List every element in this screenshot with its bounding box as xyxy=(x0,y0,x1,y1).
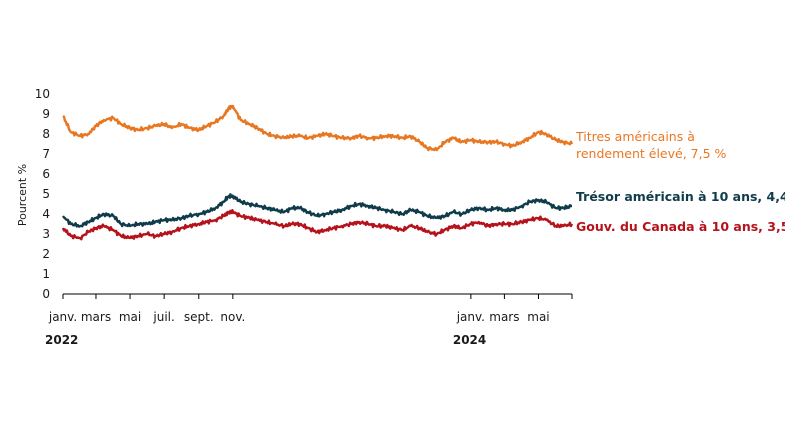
x-tick-label: mai xyxy=(119,310,141,324)
series-label: Trésor américain à 10 ans, 4,4 % xyxy=(576,189,785,204)
x-axis: janv. mars mai juil. sept. nov. janv. mars mai20… xyxy=(45,293,573,347)
y-tick-label: 2 xyxy=(42,247,50,261)
series-label: Gouv. du Canada à 10 ans, 3,5 % xyxy=(576,219,785,234)
series-label: Titres américains à xyxy=(575,129,695,144)
x-tick-label: mai xyxy=(527,310,549,324)
y-tick-label: 3 xyxy=(42,227,50,241)
y-tick-label: 8 xyxy=(42,127,50,141)
y-tick-label: 7 xyxy=(42,147,50,161)
y-axis-label: Pourcent % xyxy=(16,164,29,226)
y-tick-label: 0 xyxy=(42,287,50,301)
year-label: 2022 xyxy=(45,333,78,347)
x-tick-label: sept. xyxy=(184,310,214,324)
y-tick-label: 4 xyxy=(42,207,50,221)
x-tick-label: juil. xyxy=(152,310,174,324)
x-tick-label: mars xyxy=(489,310,519,324)
series-labels: Titres américains à rendement élevé, 7,5 … xyxy=(575,129,785,234)
series-line-1 xyxy=(62,193,573,228)
year-label: 2024 xyxy=(453,333,486,347)
series-lines xyxy=(61,104,574,241)
series-label: rendement élevé, 7,5 % xyxy=(576,146,727,161)
x-tick-label: nov. xyxy=(220,310,245,324)
x-tick-label: mars xyxy=(81,310,111,324)
x-tick-label: janv. xyxy=(48,310,77,324)
series-line-2 xyxy=(61,209,574,241)
series-line-0 xyxy=(62,104,574,152)
y-tick-label: 10 xyxy=(35,87,50,101)
y-tick-label: 1 xyxy=(42,267,50,281)
x-tick-label: janv. xyxy=(456,310,485,324)
y-tick-label: 6 xyxy=(42,167,50,181)
y-tick-label: 9 xyxy=(42,107,50,121)
y-axis-ticks: 0 1 2 3 4 5 6 7 8 9 10 xyxy=(35,87,50,301)
y-tick-label: 5 xyxy=(42,187,50,201)
